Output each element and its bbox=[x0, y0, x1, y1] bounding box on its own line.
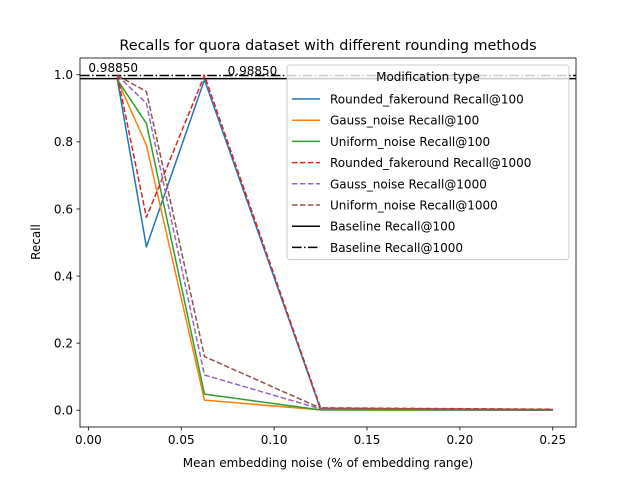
annotation-label-1: 0.98850 bbox=[88, 61, 138, 75]
y-tick-label: 0.6 bbox=[54, 202, 73, 216]
legend-title: Modification type bbox=[376, 70, 480, 84]
chart-title: Recalls for quora dataset with different… bbox=[119, 38, 536, 54]
legend: Modification type Rounded_fakeround Recal… bbox=[286, 64, 570, 261]
y-axis-label: Recall bbox=[29, 224, 43, 260]
legend-label-1: Rounded_fakeround Recall@100 bbox=[330, 93, 524, 107]
y-tick-label: 0.4 bbox=[54, 269, 73, 283]
legend-label-2: Gauss_noise Recall@100 bbox=[330, 114, 479, 128]
y-tick-label: 1.0 bbox=[54, 68, 73, 82]
x-tick-label: 0.10 bbox=[261, 433, 288, 447]
plot-frame bbox=[79, 57, 577, 428]
series-line-3 bbox=[116, 79, 553, 411]
legend-label-8: Baseline Recall@1000 bbox=[330, 241, 463, 255]
x-tick-label: 0.00 bbox=[75, 433, 102, 447]
legend-box bbox=[286, 64, 570, 261]
legend-label-5: Gauss_noise Recall@1000 bbox=[330, 177, 487, 191]
legend-label-3: Uniform_noise Recall@100 bbox=[330, 135, 490, 149]
x-axis-label: Mean embedding noise (% of embedding ran… bbox=[183, 456, 473, 470]
legend-label-7: Baseline Recall@100 bbox=[330, 220, 455, 234]
x-tick-label: 0.20 bbox=[447, 433, 474, 447]
x-tick-label: 0.05 bbox=[168, 433, 195, 447]
y-tick-label: 0.0 bbox=[54, 404, 73, 418]
annotation-label-2: 0.98850 bbox=[228, 64, 278, 78]
y-tick-label: 0.8 bbox=[54, 135, 73, 149]
series-line-6 bbox=[117, 74, 553, 411]
x-tick-label: 0.15 bbox=[354, 433, 381, 447]
y-tick-label: 0.2 bbox=[54, 336, 73, 350]
x-tick-label: 0.25 bbox=[539, 433, 566, 447]
legend-label-4: Rounded_fakeround Recall@1000 bbox=[330, 156, 531, 170]
legend-label-6: Uniform_noise Recall@1000 bbox=[330, 199, 498, 213]
series-line-5 bbox=[116, 74, 553, 411]
